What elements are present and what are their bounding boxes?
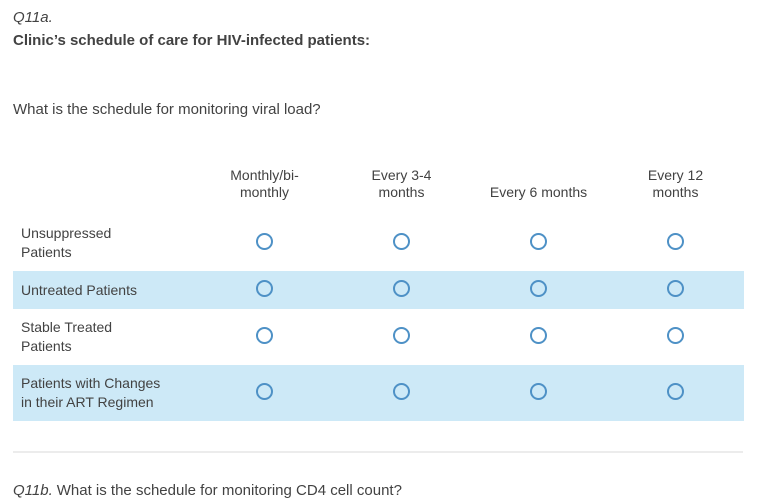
- radio-button-art-changes-monthly[interactable]: [256, 383, 273, 400]
- radio-button-unsuppressed-12-months[interactable]: [667, 233, 684, 250]
- table-row-stable-treated-patients: Stable Treated Patients: [13, 309, 744, 365]
- radio-button-stable-12-months[interactable]: [667, 327, 684, 344]
- cell-untreated-6-months: [470, 271, 607, 309]
- cell-untreated-monthly: [196, 271, 333, 309]
- question-a-title: Clinic’s schedule of care for HIV-infect…: [13, 32, 371, 49]
- question-b-number: Q11b.: [13, 482, 53, 499]
- cell-stable-6-months: [470, 309, 607, 365]
- radio-button-art-changes-3-4-months[interactable]: [393, 383, 410, 400]
- cell-stable-monthly: [196, 309, 333, 365]
- radio-button-stable-monthly[interactable]: [256, 327, 273, 344]
- cell-unsuppressed-monthly: [196, 215, 333, 271]
- cell-unsuppressed-3-4-months: [333, 215, 470, 271]
- cell-art-changes-12-months: [607, 365, 744, 421]
- cell-art-changes-6-months: [470, 365, 607, 421]
- table-row-untreated-patients: Untreated Patients: [13, 271, 744, 309]
- question-a-prompt: What is the schedule for monitoring vira…: [13, 101, 321, 118]
- radio-button-unsuppressed-6-months[interactable]: [530, 233, 547, 250]
- cell-art-changes-3-4-months: [333, 365, 470, 421]
- question-b-prompt: What is the schedule for monitoring CD4 …: [56, 482, 402, 499]
- cell-untreated-12-months: [607, 271, 744, 309]
- cell-stable-12-months: [607, 309, 744, 365]
- column-header-every-6-months: Every 6 months: [489, 184, 588, 200]
- matrix-header: Monthly/bi- monthly Every 3-4 months Eve…: [13, 153, 744, 215]
- row-label-untreated-patients: Untreated Patients: [21, 281, 137, 298]
- radio-button-unsuppressed-3-4-months[interactable]: [393, 233, 410, 250]
- table-row-unsuppressed-patients: Unsuppressed Patients: [13, 215, 744, 271]
- radio-button-untreated-monthly[interactable]: [256, 280, 273, 297]
- question-divider: [13, 451, 743, 453]
- column-header-every-12-months: Every 12 months: [647, 167, 704, 200]
- radio-button-stable-6-months[interactable]: [530, 327, 547, 344]
- row-label-art-regimen-changes: Patients with Changes in their ART Regim…: [21, 375, 161, 410]
- row-label-unsuppressed-patients: Unsuppressed Patients: [21, 225, 112, 260]
- radio-button-stable-3-4-months[interactable]: [393, 327, 410, 344]
- radio-button-untreated-12-months[interactable]: [667, 280, 684, 297]
- table-row-art-regimen-changes: Patients with Changes in their ART Regim…: [13, 365, 744, 421]
- column-header-every-3-4-months: Every 3-4 months: [371, 167, 432, 200]
- cell-untreated-3-4-months: [333, 271, 470, 309]
- cell-stable-3-4-months: [333, 309, 470, 365]
- cell-unsuppressed-12-months: [607, 215, 744, 271]
- schedule-matrix: Monthly/bi- monthly Every 3-4 months Eve…: [13, 153, 744, 421]
- question-a-number: Q11a.: [13, 9, 53, 26]
- cell-art-changes-monthly: [196, 365, 333, 421]
- radio-button-art-changes-12-months[interactable]: [667, 383, 684, 400]
- question-b-prompt-line: Q11b. What is the schedule for monitoring…: [13, 481, 766, 500]
- radio-button-untreated-6-months[interactable]: [530, 280, 547, 297]
- radio-button-art-changes-6-months[interactable]: [530, 383, 547, 400]
- column-header-monthly: Monthly/bi- monthly: [230, 167, 299, 200]
- cell-unsuppressed-6-months: [470, 215, 607, 271]
- row-label-stable-treated-patients: Stable Treated Patients: [21, 319, 113, 354]
- matrix-corner-cell: [13, 153, 196, 215]
- radio-button-unsuppressed-monthly[interactable]: [256, 233, 273, 250]
- radio-button-untreated-3-4-months[interactable]: [393, 280, 410, 297]
